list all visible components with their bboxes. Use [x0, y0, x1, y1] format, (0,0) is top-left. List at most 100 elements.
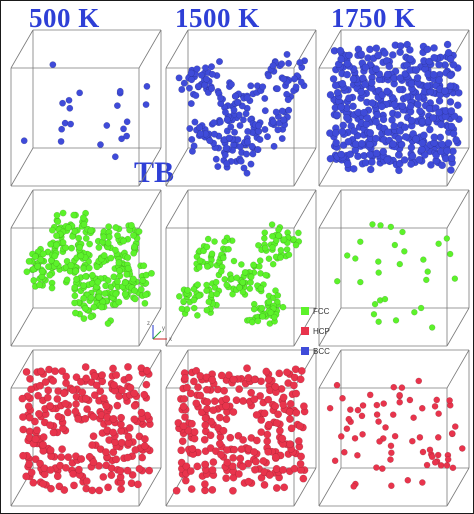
- fcc-atom: [124, 264, 132, 272]
- hcp-atom: [343, 425, 351, 433]
- hcp-atom: [39, 440, 47, 449]
- box-6-edge: [318, 307, 342, 347]
- bcc-atom: [97, 141, 104, 149]
- hcp-atom: [95, 486, 104, 495]
- bcc-atom: [261, 94, 269, 102]
- hcp-atom: [434, 451, 442, 459]
- hcp-atom: [354, 452, 361, 459]
- fcc-atom: [104, 239, 112, 247]
- bcc-atom: [244, 127, 252, 135]
- hcp-atom: [72, 400, 80, 408]
- hcp-atom: [34, 391, 43, 400]
- fcc-atom: [396, 260, 403, 268]
- bcc-atom: [227, 123, 235, 131]
- hcp-atom: [458, 445, 466, 452]
- fcc-atom: [23, 268, 31, 276]
- fcc-atom: [137, 286, 145, 293]
- fcc-atom: [120, 237, 127, 245]
- bcc-atom: [384, 128, 392, 137]
- bcc-atom: [343, 160, 352, 168]
- bcc-atom: [231, 92, 239, 100]
- hcp-atom: [89, 412, 98, 421]
- fcc-atom: [72, 267, 80, 275]
- hcp-atom: [117, 420, 125, 429]
- fcc-atom: [87, 294, 95, 302]
- fcc-atom: [369, 221, 376, 228]
- fcc-atom: [79, 214, 87, 222]
- hcp-atom: [62, 379, 70, 388]
- hcp-atom: [433, 396, 441, 404]
- bcc-atom: [367, 78, 376, 87]
- bcc-atom: [187, 100, 195, 108]
- hcp-atom: [188, 444, 197, 453]
- hcp-atom: [297, 367, 306, 375]
- fcc-atom: [141, 299, 149, 307]
- hcp-atom: [102, 402, 111, 410]
- hcp-atom: [201, 421, 210, 429]
- fcc-atom: [80, 221, 88, 228]
- hcp-atom: [416, 434, 424, 441]
- hcp-atom: [46, 446, 55, 455]
- fcc-atom: [271, 313, 278, 321]
- fcc-atom: [67, 261, 75, 269]
- hcp-atom: [222, 395, 231, 403]
- hcp-atom: [337, 433, 345, 440]
- hcp-atom: [238, 462, 247, 471]
- hcp-atom: [118, 386, 126, 395]
- fcc-atom: [65, 224, 72, 232]
- hcp-atom: [223, 446, 231, 454]
- hcp-atom: [379, 465, 386, 472]
- box-7-edge: [10, 349, 34, 389]
- hcp-atom: [31, 417, 39, 426]
- hcp-atom: [428, 453, 436, 461]
- hcp-atom: [57, 453, 66, 462]
- fcc-atom: [258, 304, 266, 312]
- hcp-atom: [209, 406, 218, 415]
- hcp-atom: [116, 466, 125, 475]
- hcp-atom: [271, 453, 280, 462]
- fcc-atom: [81, 304, 89, 312]
- fcc-atom: [239, 279, 247, 286]
- hcp-atom: [18, 394, 27, 403]
- hcp-atom: [354, 406, 362, 414]
- fcc-atom: [46, 271, 54, 279]
- hcp-atom: [252, 410, 261, 419]
- bcc-atom: [236, 121, 244, 129]
- bcc-atom: [425, 57, 434, 66]
- fcc-atom: [269, 260, 277, 268]
- hcp-atom: [22, 368, 31, 376]
- bcc-atom: [208, 63, 216, 71]
- bcc-atom: [234, 98, 242, 106]
- bcc-atom: [113, 102, 121, 110]
- bcc-atom: [197, 71, 205, 79]
- bcc-atom: [221, 151, 229, 159]
- hcp-atom: [264, 375, 273, 384]
- hcp-atom: [203, 385, 211, 394]
- hcp-atom: [109, 428, 118, 437]
- hcp-atom: [33, 426, 41, 435]
- fcc-atom: [236, 284, 243, 291]
- bcc-atom: [326, 154, 335, 163]
- fcc-atom: [370, 311, 378, 318]
- bcc-atom: [180, 79, 188, 87]
- hcp-atom: [78, 388, 87, 397]
- fcc-atom: [334, 277, 341, 285]
- fcc-atom: [255, 242, 262, 249]
- fcc-atom: [114, 232, 121, 239]
- bcc-atom: [332, 128, 340, 137]
- fcc-atom: [31, 253, 39, 261]
- hcp-atom: [117, 413, 126, 422]
- hcp-atom: [251, 465, 259, 474]
- hcp-atom: [90, 391, 99, 400]
- bcc-atom: [270, 142, 278, 150]
- hcp-atom: [373, 401, 381, 409]
- fcc-atom: [205, 298, 213, 306]
- bcc-atom: [447, 107, 456, 115]
- hcp-atom: [183, 383, 191, 392]
- hcp-atom: [27, 385, 35, 394]
- bcc-atom: [396, 127, 405, 135]
- fcc-atom: [80, 282, 87, 289]
- bcc-atom: [243, 169, 251, 177]
- hcp-atom: [217, 450, 225, 459]
- fcc-atom: [241, 269, 249, 276]
